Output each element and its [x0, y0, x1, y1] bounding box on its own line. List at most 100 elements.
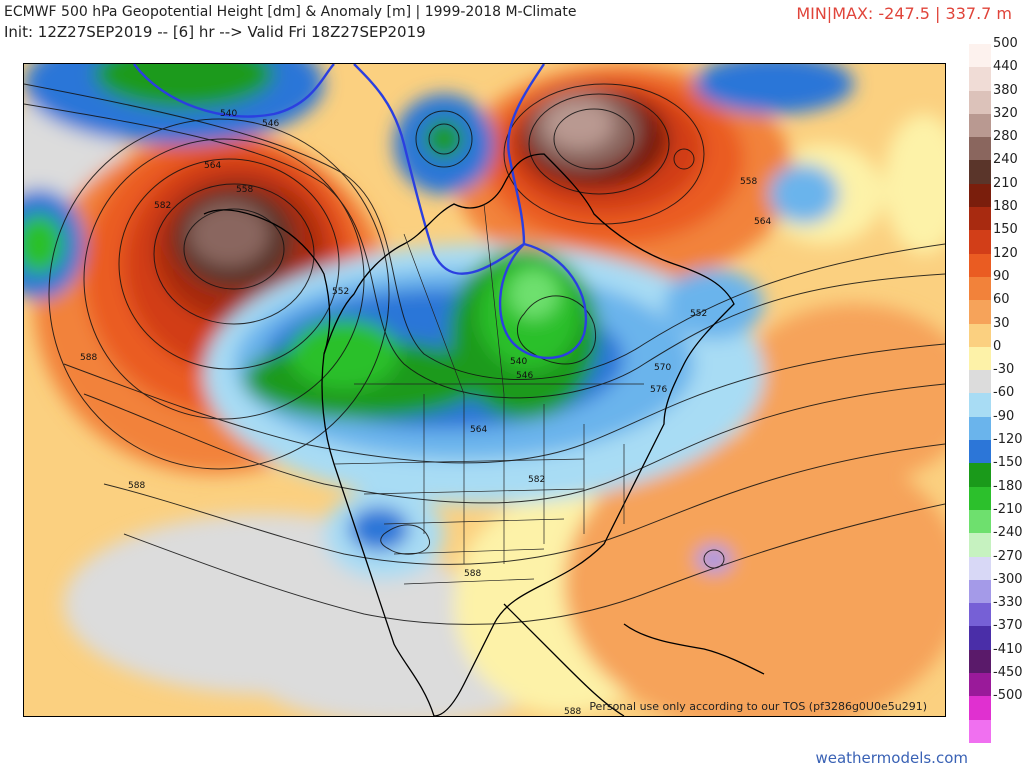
- legend-entry: 440: [969, 59, 1018, 91]
- legend-swatch: [969, 719, 991, 743]
- legend-label: -450: [993, 665, 1023, 681]
- legend-swatch: [969, 416, 991, 441]
- contour-label: 588: [80, 353, 97, 363]
- contour-label: 546: [262, 119, 279, 129]
- legend-swatch: [969, 579, 991, 604]
- min-max-readout: MIN|MAX: -247.5 | 337.7 m: [796, 4, 1012, 23]
- legend-entry: 90: [969, 269, 1010, 301]
- legend-entry: -330: [969, 595, 1023, 627]
- contour-label: 540: [220, 109, 237, 119]
- legend-label: -120: [993, 432, 1023, 448]
- legend-label: -240: [993, 525, 1023, 541]
- legend-entry: -120: [969, 432, 1023, 464]
- map-title: ECMWF 500 hPa Geopotential Height [dm] &…: [4, 4, 577, 20]
- contour-label: 552: [690, 309, 707, 319]
- legend-label: -210: [993, 501, 1023, 517]
- legend-entry: -410: [969, 642, 1023, 674]
- legend-swatch: [969, 300, 991, 324]
- legend-entry: [969, 719, 991, 743]
- contour-label: 552: [332, 287, 349, 297]
- legend-entry: -370: [969, 618, 1023, 650]
- legend-entry: -210: [969, 502, 1023, 534]
- legend-swatch: [969, 90, 991, 114]
- legend-label: 30: [993, 315, 1010, 331]
- legend-entry: 180: [969, 199, 1018, 231]
- legend-swatch: [969, 509, 991, 534]
- legend-swatch: [969, 44, 991, 68]
- legend-label: -370: [993, 618, 1023, 634]
- legend-label: 150: [993, 222, 1018, 238]
- legend-entry: -180: [969, 479, 1023, 510]
- brand-link[interactable]: weathermodels.com: [815, 749, 968, 767]
- legend-label: -90: [993, 408, 1015, 424]
- legend-entry: 380: [969, 83, 1018, 114]
- legend-swatch: [969, 113, 991, 138]
- legend-label: 320: [993, 105, 1018, 121]
- legend-swatch: [969, 463, 991, 487]
- map-canvas: 540 546 564 558 582 552 588 564 558 552 …: [24, 64, 945, 716]
- anomaly-map: 540 546 564 558 582 552 588 564 558 552 …: [23, 63, 946, 717]
- legend-swatch: [969, 556, 991, 580]
- legend-entry: 280: [969, 129, 1018, 161]
- legend-label: -300: [993, 571, 1023, 587]
- contour-label: 582: [528, 475, 545, 485]
- legend-swatch: [969, 207, 991, 231]
- legend-entry: -270: [969, 549, 1023, 580]
- legend-swatch: [969, 673, 991, 697]
- legend-label: -410: [993, 641, 1023, 657]
- legend-label: -180: [993, 478, 1023, 494]
- contour-label: 576: [650, 385, 667, 395]
- legend-label: 500: [993, 36, 1018, 51]
- contour-label: 558: [236, 185, 253, 195]
- legend-label: 90: [993, 268, 1010, 284]
- legend-entry: 60: [969, 292, 1010, 324]
- anomaly-field: [24, 64, 945, 716]
- legend-label: 0: [993, 338, 1002, 354]
- legend-entry: 240: [969, 152, 1018, 184]
- legend-label: 380: [993, 82, 1018, 98]
- legend-swatch: [969, 67, 991, 91]
- contour-label: 570: [654, 363, 671, 373]
- legend-entry: 320: [969, 106, 1018, 138]
- legend-swatch: [969, 696, 991, 720]
- coastlines: [203, 153, 765, 716]
- contour-label: 582: [154, 201, 171, 211]
- legend-label: 240: [993, 152, 1018, 168]
- legend-label: 60: [993, 292, 1010, 308]
- legend-swatch: [969, 253, 991, 277]
- legend-swatch: [969, 440, 991, 464]
- legend-entry: -150: [969, 455, 1023, 487]
- legend-swatch: [969, 160, 991, 184]
- political-borders: [333, 203, 644, 585]
- legend-entry: 0: [969, 339, 1001, 371]
- legend-entry: -450: [969, 665, 1023, 697]
- contour-label: 588: [128, 481, 145, 491]
- contour-label-group: 540 546 564 558 582 552 588 564 558 552 …: [80, 109, 771, 716]
- legend-entry: -30: [969, 362, 1014, 394]
- legend-entry: -500: [969, 688, 1023, 720]
- legend-label: -500: [993, 688, 1023, 704]
- legend-entry: 150: [969, 222, 1018, 254]
- legend-swatch: [969, 626, 991, 650]
- legend-swatch: [969, 137, 991, 161]
- legend-entry: -240: [969, 525, 1023, 557]
- legend-swatch: [969, 230, 991, 254]
- legend-label: -150: [993, 455, 1023, 471]
- legend-label: 180: [993, 199, 1018, 215]
- legend-label: -270: [993, 548, 1023, 564]
- dm540-contour: [133, 64, 588, 359]
- color-legend: 500 440 380 320 280 240 210 180 150 120 90 60 30 0 -30…: [969, 36, 1023, 743]
- legend-swatch: [969, 183, 991, 208]
- legend-entry: 210: [969, 176, 1018, 208]
- contour-label: 588: [464, 569, 481, 579]
- legend-swatch: [969, 323, 991, 347]
- contour-label: 564: [754, 217, 771, 227]
- tos-notice: Personal use only according to our TOS (…: [589, 700, 927, 713]
- legend-entry: -90: [969, 409, 1014, 441]
- legend-entry: 500: [969, 36, 1018, 68]
- legend-label: 210: [993, 175, 1018, 191]
- legend-label: -330: [993, 595, 1023, 611]
- legend-swatch: [969, 346, 991, 371]
- legend-label: -60: [993, 385, 1015, 401]
- contour-label: 564: [204, 161, 221, 171]
